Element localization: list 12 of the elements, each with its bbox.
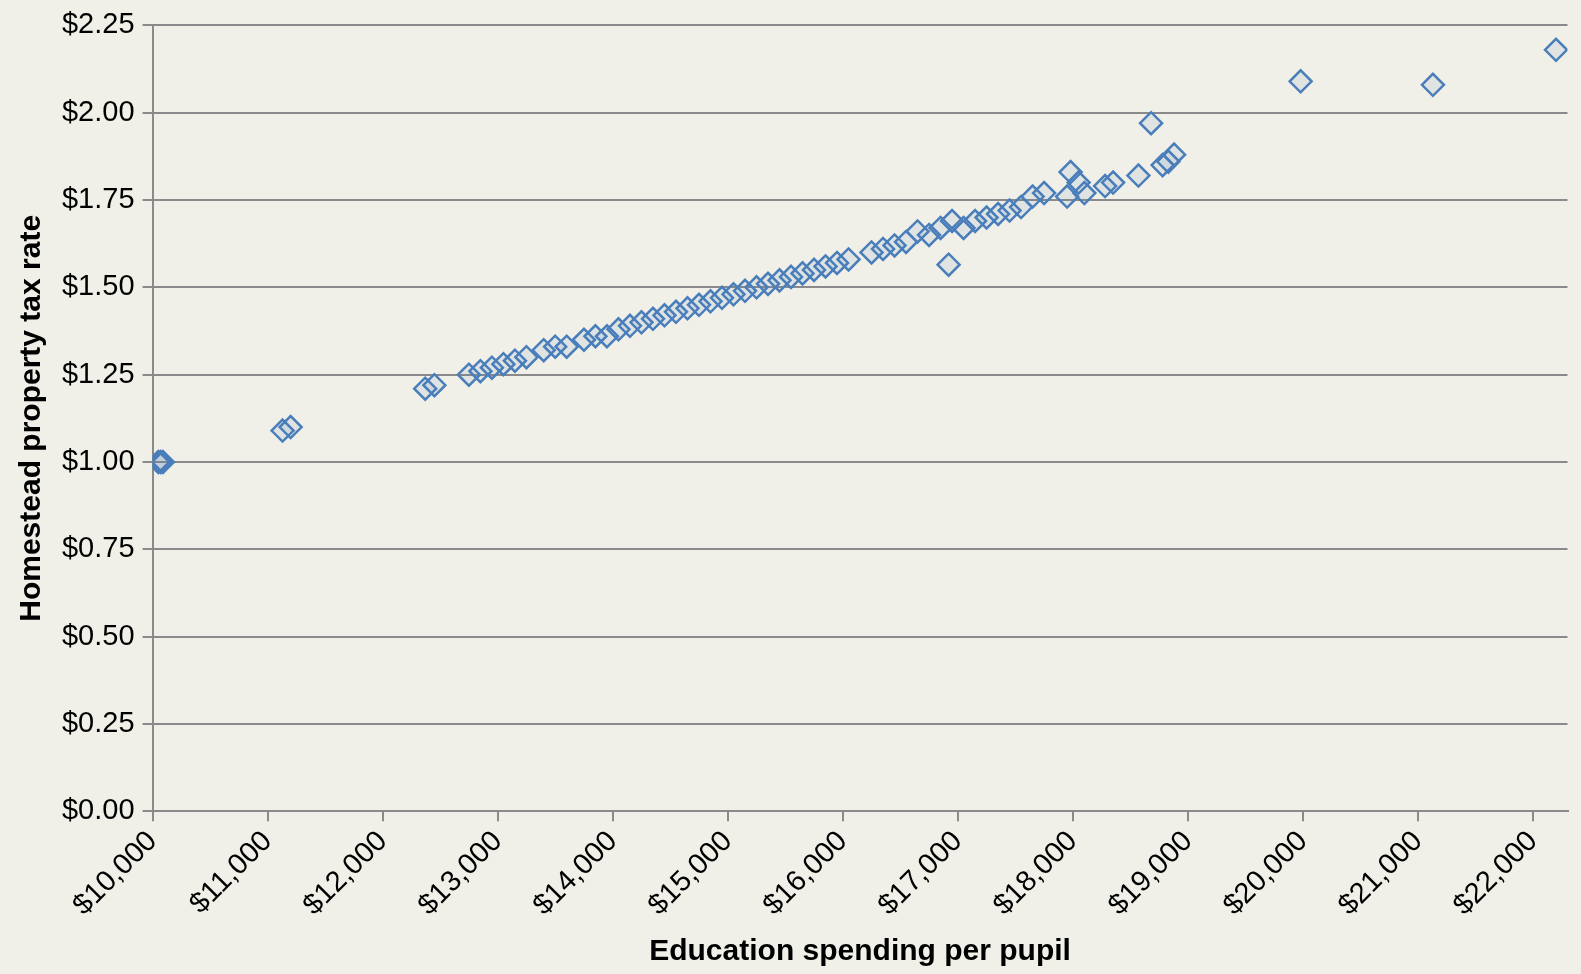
y-tick-label: $1.75	[61, 182, 135, 215]
y-tick-label: $1.25	[61, 356, 135, 389]
y-tick-label: $2.25	[61, 7, 135, 40]
x-axis-title: Education spending per pupil	[649, 933, 1071, 967]
y-tick-label: $0.25	[61, 705, 135, 738]
y-tick-label: $0.75	[61, 531, 135, 564]
y-tick-label: $1.50	[61, 269, 135, 302]
y-axis-title: Homestead property tax rate	[13, 214, 47, 622]
y-tick-label: $1.00	[61, 443, 135, 476]
y-tick-label: $0.50	[61, 618, 135, 651]
y-tick-label: $0.00	[61, 793, 135, 826]
y-tick-label: $2.00	[61, 94, 135, 127]
